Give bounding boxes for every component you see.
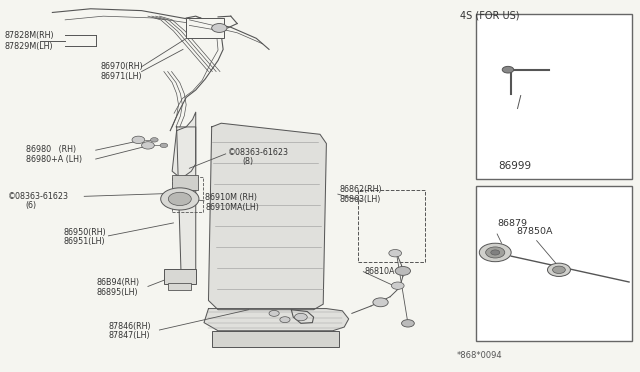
- Circle shape: [141, 142, 154, 149]
- Text: 86980+A (LH): 86980+A (LH): [26, 154, 82, 164]
- Text: 87847(LH): 87847(LH): [108, 331, 150, 340]
- Text: 87846(RH): 87846(RH): [108, 322, 151, 331]
- Bar: [172, 177, 203, 212]
- Text: 86B94(RH): 86B94(RH): [97, 278, 140, 287]
- Text: 86951(LH): 86951(LH): [64, 237, 106, 246]
- Text: 86863(LH): 86863(LH): [339, 195, 381, 204]
- Text: 87829M(LH): 87829M(LH): [4, 42, 53, 51]
- Text: (6): (6): [26, 201, 36, 210]
- Text: 86862(RH): 86862(RH): [339, 185, 381, 194]
- Circle shape: [280, 317, 290, 323]
- Text: 86950(RH): 86950(RH): [64, 228, 107, 237]
- Text: 4S (FOR US): 4S (FOR US): [460, 11, 520, 20]
- Text: 86910MA(LH): 86910MA(LH): [205, 203, 259, 212]
- Circle shape: [392, 282, 404, 289]
- Text: 86999: 86999: [498, 161, 531, 171]
- Polygon shape: [177, 127, 196, 286]
- Bar: [164, 269, 196, 284]
- Polygon shape: [209, 123, 326, 310]
- Bar: [358, 190, 425, 262]
- Text: 86980   (RH): 86980 (RH): [26, 145, 76, 154]
- Circle shape: [132, 136, 145, 144]
- Circle shape: [161, 188, 199, 210]
- Text: 86895(LH): 86895(LH): [97, 288, 139, 297]
- Circle shape: [389, 250, 401, 257]
- Text: ©08363-61623: ©08363-61623: [8, 192, 68, 201]
- Text: 86971(LH): 86971(LH): [100, 72, 142, 81]
- Bar: [186, 18, 225, 38]
- Circle shape: [373, 298, 388, 307]
- Text: 87828M(RH): 87828M(RH): [4, 31, 54, 40]
- Text: (8): (8): [243, 157, 253, 166]
- Circle shape: [502, 66, 514, 73]
- Circle shape: [401, 320, 414, 327]
- Text: 86810A: 86810A: [365, 267, 395, 276]
- Circle shape: [491, 250, 500, 255]
- Bar: [212, 331, 339, 347]
- Circle shape: [395, 266, 410, 275]
- Text: *868*0094: *868*0094: [457, 350, 502, 359]
- Circle shape: [294, 313, 307, 321]
- Text: 86879: 86879: [497, 219, 527, 228]
- Circle shape: [269, 310, 279, 316]
- Circle shape: [160, 143, 168, 148]
- Bar: [168, 283, 191, 290]
- Circle shape: [552, 266, 565, 273]
- Circle shape: [547, 263, 570, 276]
- Bar: [476, 186, 632, 341]
- Circle shape: [479, 243, 511, 262]
- Polygon shape: [204, 309, 349, 331]
- Circle shape: [150, 138, 158, 142]
- Text: 86970(RH): 86970(RH): [100, 62, 143, 71]
- Circle shape: [486, 247, 505, 258]
- Text: ©08363-61623: ©08363-61623: [228, 148, 289, 157]
- Text: 87850A: 87850A: [516, 227, 553, 236]
- Bar: [172, 175, 198, 190]
- Circle shape: [212, 23, 227, 32]
- Circle shape: [168, 192, 191, 206]
- Polygon shape: [172, 112, 196, 179]
- Text: 86910M (RH): 86910M (RH): [205, 193, 257, 202]
- Bar: [476, 14, 632, 179]
